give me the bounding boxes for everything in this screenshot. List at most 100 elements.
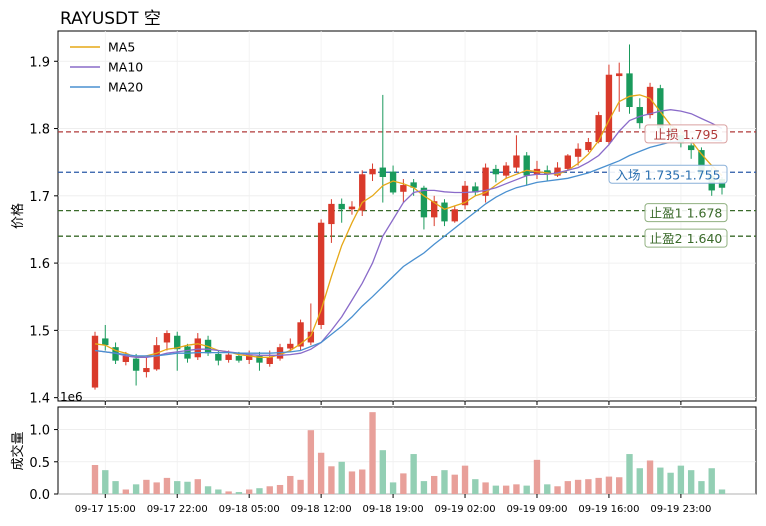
candle-body	[420, 187, 428, 218]
volume-bar	[132, 484, 140, 494]
volume-bar	[112, 481, 119, 494]
candle-body	[502, 165, 510, 176]
price-y-tick-label: 1.7	[29, 190, 50, 205]
candle-body	[574, 148, 582, 157]
candle-body	[143, 368, 150, 373]
candle-body	[174, 335, 181, 350]
volume-bar	[420, 481, 428, 494]
candle-body	[215, 353, 222, 361]
candle-body	[431, 201, 438, 218]
candle-body	[400, 185, 407, 192]
volume-bar	[502, 485, 510, 494]
volume-bar	[482, 482, 489, 494]
x-tick-label: 09-18 12:00	[291, 504, 352, 515]
level-label-box	[644, 228, 728, 248]
x-axis: 09-17 15:00 09-17 22:00 09-18 05:00 09-18 1…	[75, 401, 711, 515]
volume-y-axis: 0.0 0.5 1.0	[29, 424, 58, 503]
price-y-axis-label: 价格	[10, 203, 26, 229]
volume-bar	[215, 489, 222, 494]
volume-panel: 0.0 0.5 1.0 09-17 15:00 09-17 22:00 09-18 05…	[10, 401, 757, 515]
volume-bar	[472, 479, 479, 494]
candle-body	[410, 182, 417, 188]
x-tick-label: 09-19 16:00	[578, 504, 639, 515]
volume-bar	[235, 492, 243, 494]
candle-body	[256, 355, 263, 363]
volume-bar	[91, 465, 99, 494]
volume-bar	[585, 479, 592, 494]
volume-bar	[564, 481, 572, 494]
candle-body	[636, 107, 643, 124]
candle-body	[389, 171, 397, 193]
volume-bar	[307, 430, 315, 494]
volume-bar	[102, 470, 109, 494]
candle-body	[307, 331, 315, 343]
candle-body	[369, 168, 376, 175]
x-tick-label: 09-19 09:00	[506, 504, 567, 515]
volume-bar	[677, 465, 685, 494]
candle-body	[698, 150, 705, 175]
candle-body	[338, 203, 345, 210]
volume-bar	[174, 481, 181, 494]
legend-entry: MA20	[108, 80, 143, 95]
level-label: 止损 1.795	[654, 127, 719, 142]
volume-bar	[194, 479, 201, 494]
x-tick-label: 09-17 15:00	[75, 504, 136, 515]
price-y-tick-label: 1.5	[29, 324, 50, 339]
level-label: 止盈1 1.678	[650, 206, 723, 221]
volume-bar	[153, 482, 160, 494]
volume-bar	[431, 475, 438, 494]
candle-body	[122, 355, 130, 362]
price-y-tick-label: 1.6	[29, 257, 50, 272]
candle-body	[163, 333, 171, 343]
candle-body	[605, 74, 613, 142]
candle-body	[91, 335, 99, 388]
candle-body	[461, 185, 469, 206]
candles	[91, 44, 726, 390]
price-y-axis: 1.4 1.5 1.6 1.7 1.8 1.9	[29, 55, 58, 407]
volume-bar	[616, 477, 623, 494]
volume-bar	[328, 466, 335, 494]
volume-y-tick-label: 0.5	[29, 456, 50, 471]
x-tick-label: 09-19 02:00	[435, 504, 496, 515]
candle-body	[194, 338, 201, 358]
price-y-tick-label: 1.8	[29, 123, 50, 138]
candle-body	[451, 209, 458, 222]
volume-bar	[698, 481, 705, 494]
candle-body	[153, 345, 160, 370]
volume-bar	[143, 479, 150, 494]
candle-body	[359, 174, 366, 211]
volume-bar	[256, 488, 263, 494]
volume-bar	[626, 454, 633, 494]
candle-body	[441, 202, 448, 222]
volume-bar	[708, 468, 715, 494]
volume-bar	[369, 412, 376, 494]
candle-body	[492, 168, 500, 175]
candle-body	[482, 167, 489, 196]
volume-bar	[184, 481, 191, 494]
volume-bar	[451, 474, 458, 494]
volume-bar	[245, 489, 253, 494]
candle-body	[657, 88, 664, 129]
candle-body	[245, 354, 253, 360]
candle-body	[585, 142, 592, 151]
volume-bar	[492, 485, 500, 494]
level-labels: 止损 1.795 入场 1.735-1.755 止盈1 1.678 止盈2 1.640	[608, 124, 728, 248]
x-tick-label: 09-18 19:00	[363, 504, 424, 515]
price-y-tick-label: 1.4	[29, 392, 50, 407]
price-panel: 1.4 1.5 1.6 1.7 1.8 1.9 止损 1.795 入场 1.735-1.75…	[10, 30, 757, 407]
volume-bar	[595, 477, 602, 494]
candle-body	[225, 354, 232, 360]
price-y-tick-label: 1.9	[29, 55, 50, 70]
candle-body	[348, 206, 356, 210]
candle-body	[235, 355, 243, 361]
volume-y-axis-label: 成交量	[10, 431, 26, 470]
volume-bar	[338, 461, 345, 494]
candle-body	[554, 167, 561, 176]
level-label: 止盈2 1.640	[650, 231, 723, 246]
volume-bar	[389, 482, 397, 494]
volume-bar	[276, 484, 284, 494]
volume-bar	[348, 471, 356, 494]
legend: MA5 MA10 MA20	[70, 40, 143, 95]
x-tick-label: 09-17 22:00	[147, 504, 208, 515]
volume-bar	[718, 489, 726, 494]
